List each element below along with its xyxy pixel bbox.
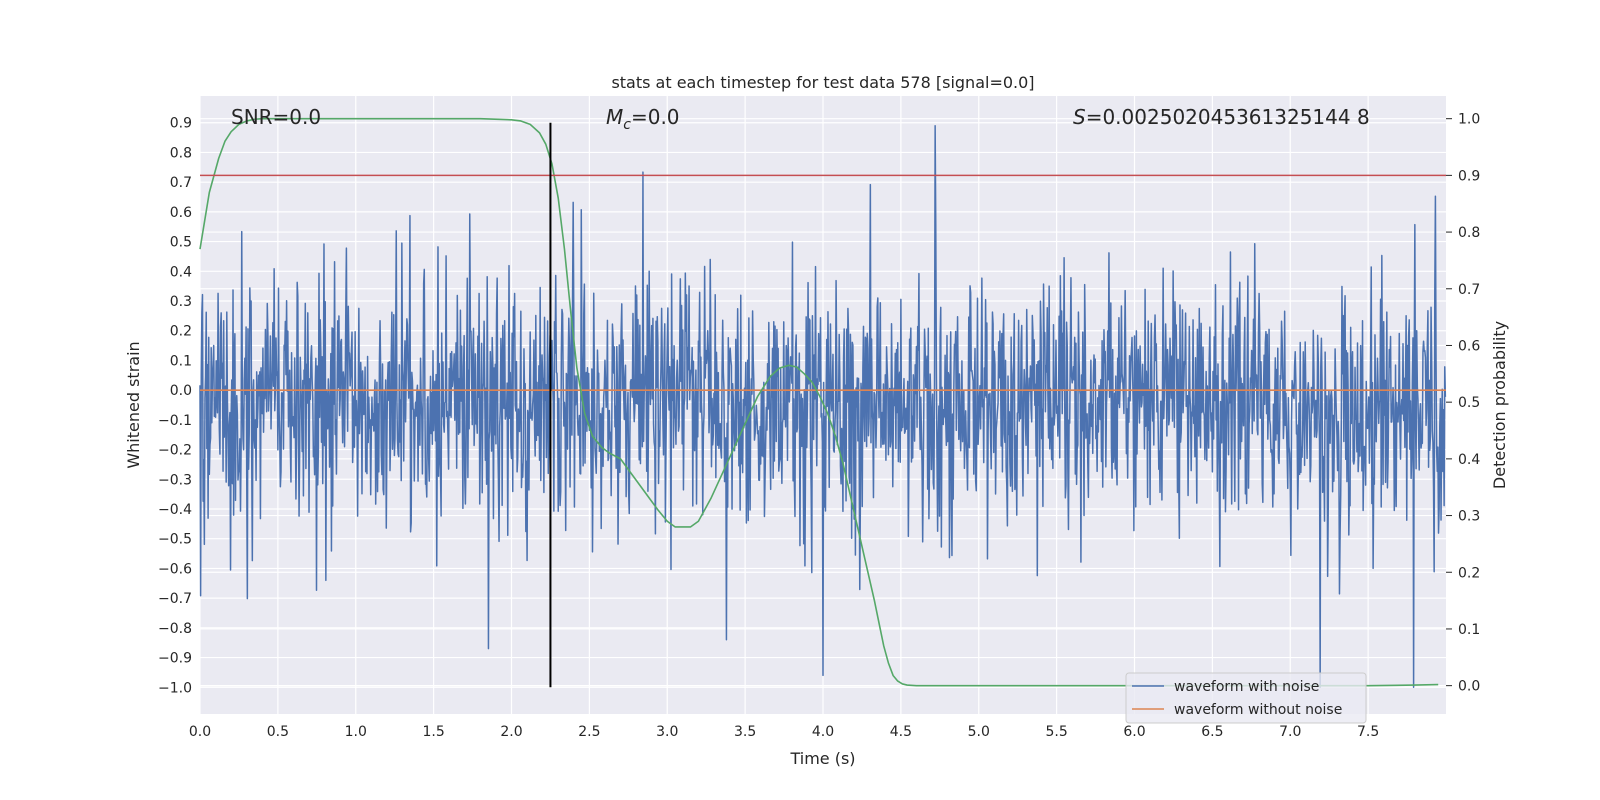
- x-tick-label: 6.0: [1123, 724, 1145, 740]
- y-tick-label: 0.4: [170, 264, 192, 280]
- mc-subscript: c: [623, 117, 631, 133]
- y2-tick-label: 0.8: [1458, 225, 1480, 241]
- y-tick-label: −0.7: [158, 591, 192, 607]
- x-tick-label: 7.5: [1357, 724, 1379, 740]
- x-axis-label: Time (s): [789, 749, 855, 768]
- y2-tick-label: 0.1: [1458, 622, 1480, 638]
- x-tick-label: 6.5: [1201, 724, 1223, 740]
- x-tick-label: 4.5: [890, 724, 912, 740]
- y-tick-label: 0.5: [170, 235, 192, 251]
- series-detection-probability-line: [199, 117, 1439, 687]
- y-tick-label: 0.7: [170, 175, 192, 191]
- x-tick-label: 4.0: [812, 724, 834, 740]
- y2-tick-label: 0.3: [1458, 509, 1480, 525]
- y2-tick-label: 0.9: [1458, 168, 1480, 184]
- x-tick-label: 7.0: [1279, 724, 1301, 740]
- mc-annotation: Mc=0.0: [606, 105, 680, 133]
- snr-annotation: SNR=0.0: [231, 105, 321, 129]
- legend: waveform with noise waveform without noi…: [1125, 672, 1367, 724]
- y-tick-label: 0.2: [170, 324, 192, 340]
- y-tick-label: −0.5: [158, 532, 192, 548]
- x-tick-label: 3.5: [734, 724, 756, 740]
- y-tick-label: −0.2: [158, 443, 192, 459]
- y-tick-label: 0.0: [170, 383, 192, 399]
- x-tick-label: 0.0: [189, 724, 211, 740]
- chart-title: stats at each timestep for test data 578…: [611, 73, 1034, 92]
- y-axis-ticks: 0.9 0.8 0.7 0.6 0.5 0.4 0.3 0.2 0.1 0.0 −0.1 −0.2 −0…: [158, 116, 192, 697]
- x-tick-label: 3.0: [656, 724, 678, 740]
- s-symbol: S: [1073, 105, 1086, 129]
- y2-tick-label: 0.6: [1458, 338, 1480, 354]
- mc-value: =0.0: [631, 105, 680, 129]
- x-tick-label: 5.0: [968, 724, 990, 740]
- y2-tick-label: 0.4: [1458, 452, 1480, 468]
- x-tick-label: 2.5: [578, 724, 600, 740]
- legend-label-waveform-with-noise: waveform with noise: [1174, 679, 1319, 695]
- y2-tick-label: 0.7: [1458, 282, 1480, 298]
- x-tick-label: 1.5: [422, 724, 444, 740]
- x-tick-label: 0.5: [267, 724, 289, 740]
- waveform-with-noise-line: [199, 124, 1447, 689]
- y-tick-label: −0.4: [158, 502, 192, 518]
- x-tick-label: 1.0: [345, 724, 367, 740]
- y-tick-label: −1.0: [158, 680, 192, 696]
- legend-label-waveform-without-noise: waveform without noise: [1174, 702, 1342, 718]
- y2-tick-label: 0.2: [1458, 565, 1480, 581]
- y2-tick-label: 0.5: [1458, 395, 1480, 411]
- series-waveform-with-noise: [199, 124, 1447, 689]
- y-tick-label: 0.1: [170, 353, 192, 369]
- s-annotation: S=0.002502045361325144 8: [1073, 105, 1370, 129]
- s-value: =0.002502045361325144 8: [1086, 105, 1370, 129]
- x-axis-ticks: 0.0 0.5 1.0 1.5 2.0 2.5 3.0 3.5 4.0 4.5 5.0 5.5 6.0 6…: [189, 724, 1379, 740]
- y-tick-label: −0.9: [158, 651, 192, 667]
- y-tick-label: 0.9: [170, 116, 192, 132]
- y-axis-label: Whitened strain: [124, 341, 143, 468]
- y2-tick-label: 1.0: [1458, 112, 1480, 128]
- y-tick-label: 0.6: [170, 205, 192, 221]
- y-tick-label: 0.3: [170, 294, 192, 310]
- y-tick-label: −0.6: [158, 561, 192, 577]
- y2-axis-ticks: 1.0 0.9 0.8 0.7 0.6 0.5 0.4 0.3 0.2 0.1 0.0: [1446, 112, 1480, 695]
- mc-symbol: M: [606, 105, 623, 129]
- x-tick-label: 5.5: [1045, 724, 1067, 740]
- x-tick-label: 2.0: [500, 724, 522, 740]
- y-tick-label: −0.1: [158, 413, 192, 429]
- y2-tick-label: 0.0: [1458, 679, 1480, 695]
- y-tick-label: −0.8: [158, 621, 192, 637]
- series-lines: [199, 117, 1446, 688]
- y-tick-label: 0.8: [170, 145, 192, 161]
- y-tick-label: −0.3: [158, 472, 192, 488]
- y2-axis-label: Detection probability: [1490, 321, 1509, 489]
- legend-box: [1125, 672, 1367, 724]
